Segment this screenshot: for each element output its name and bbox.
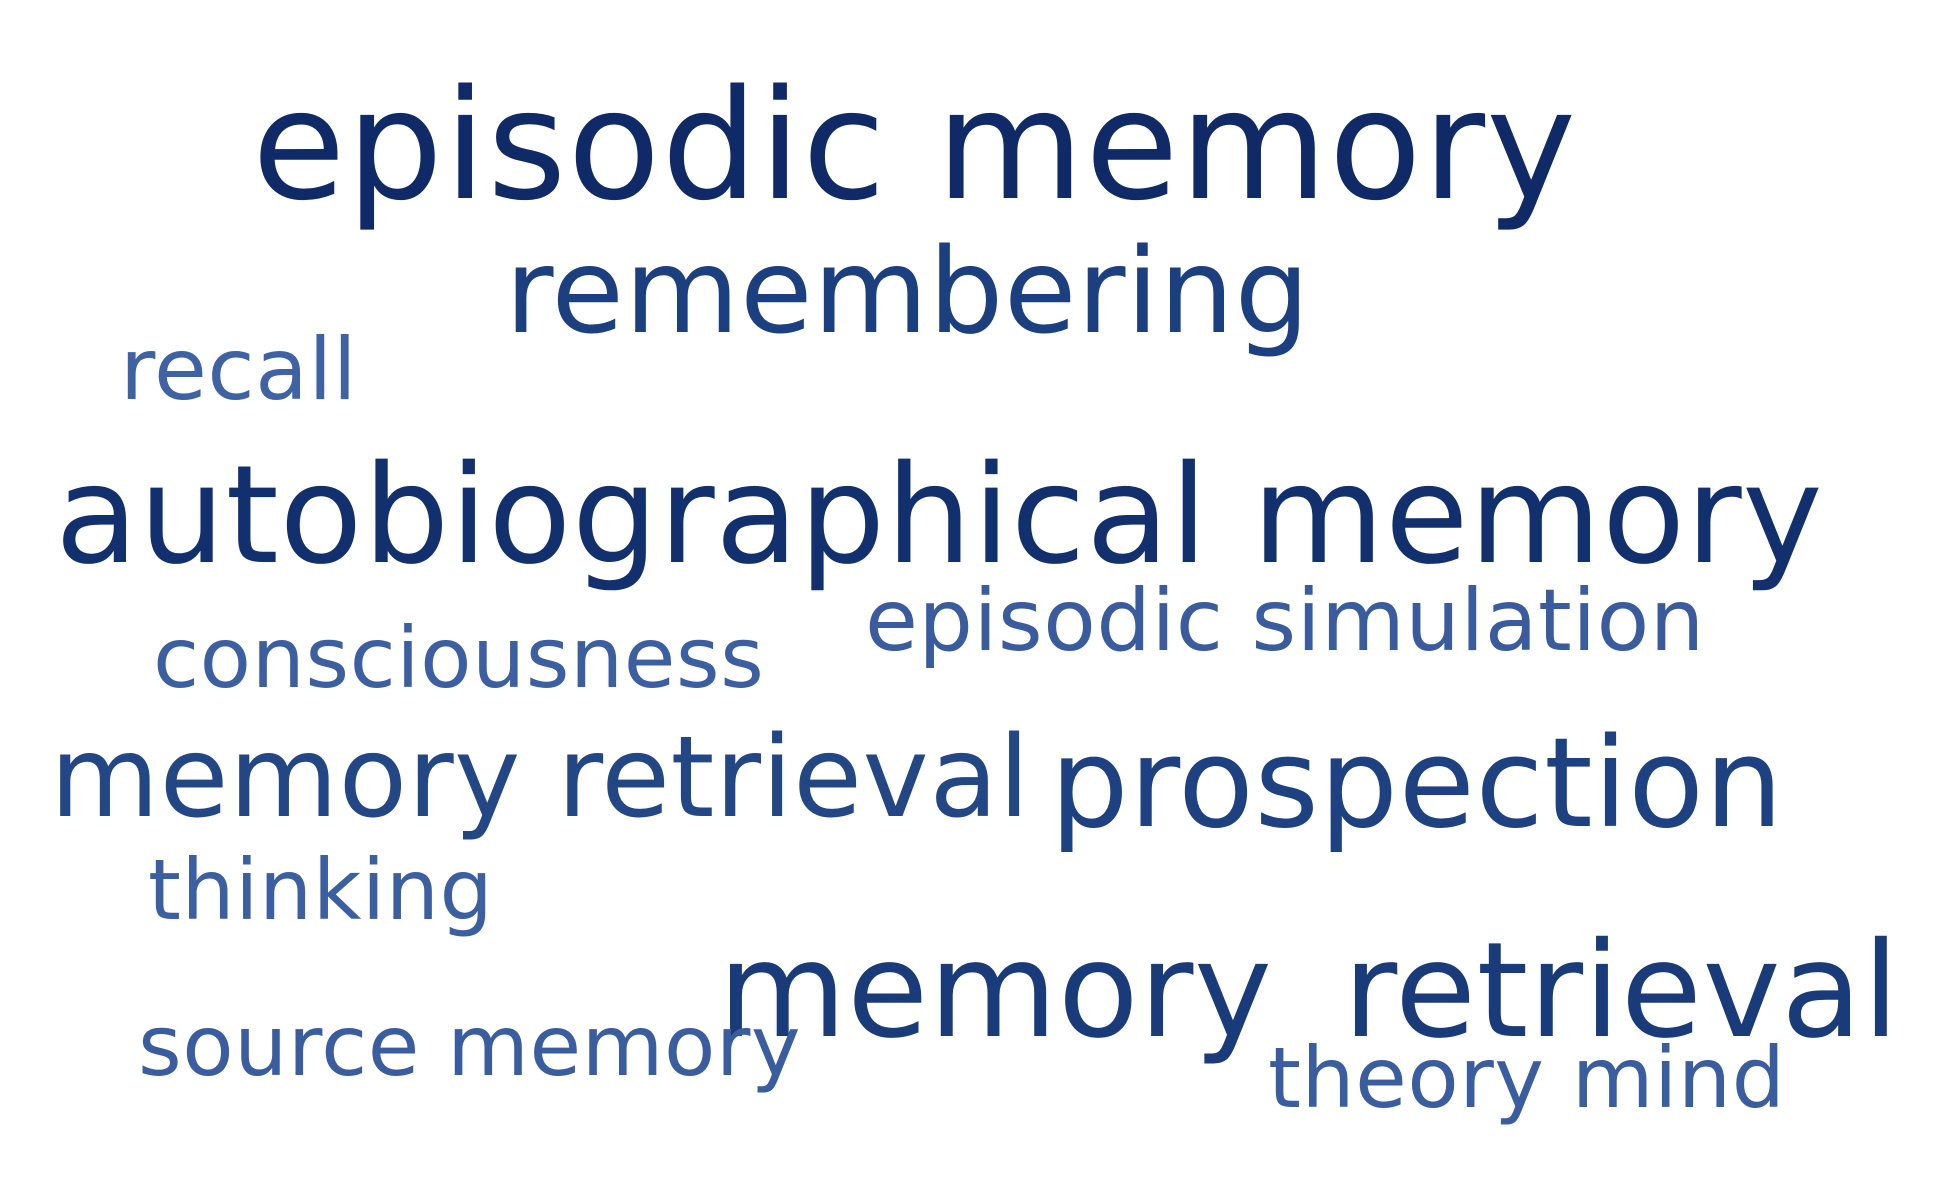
word-consciousness: consciousness — [153, 609, 765, 707]
word-theory-mind: theory mind — [1268, 1029, 1786, 1127]
word-remembering: remembering — [505, 222, 1310, 360]
word-memory-retrieval: memory retrieval — [50, 713, 1031, 843]
word-thinking: thinking — [148, 841, 494, 939]
word-prospection: prospection — [1050, 712, 1784, 856]
word-memory: memory — [718, 914, 1273, 1068]
word-retrieval: retrieval — [1343, 914, 1900, 1068]
word-recall: recall — [120, 320, 358, 420]
word-autobiographical-memory: autobiographical memory — [55, 437, 1824, 595]
word-source-memory: source memory — [138, 997, 802, 1095]
word-episodic-simulation: episodic simulation — [865, 571, 1705, 671]
word-episodic-memory: episodic memory — [252, 57, 1578, 234]
